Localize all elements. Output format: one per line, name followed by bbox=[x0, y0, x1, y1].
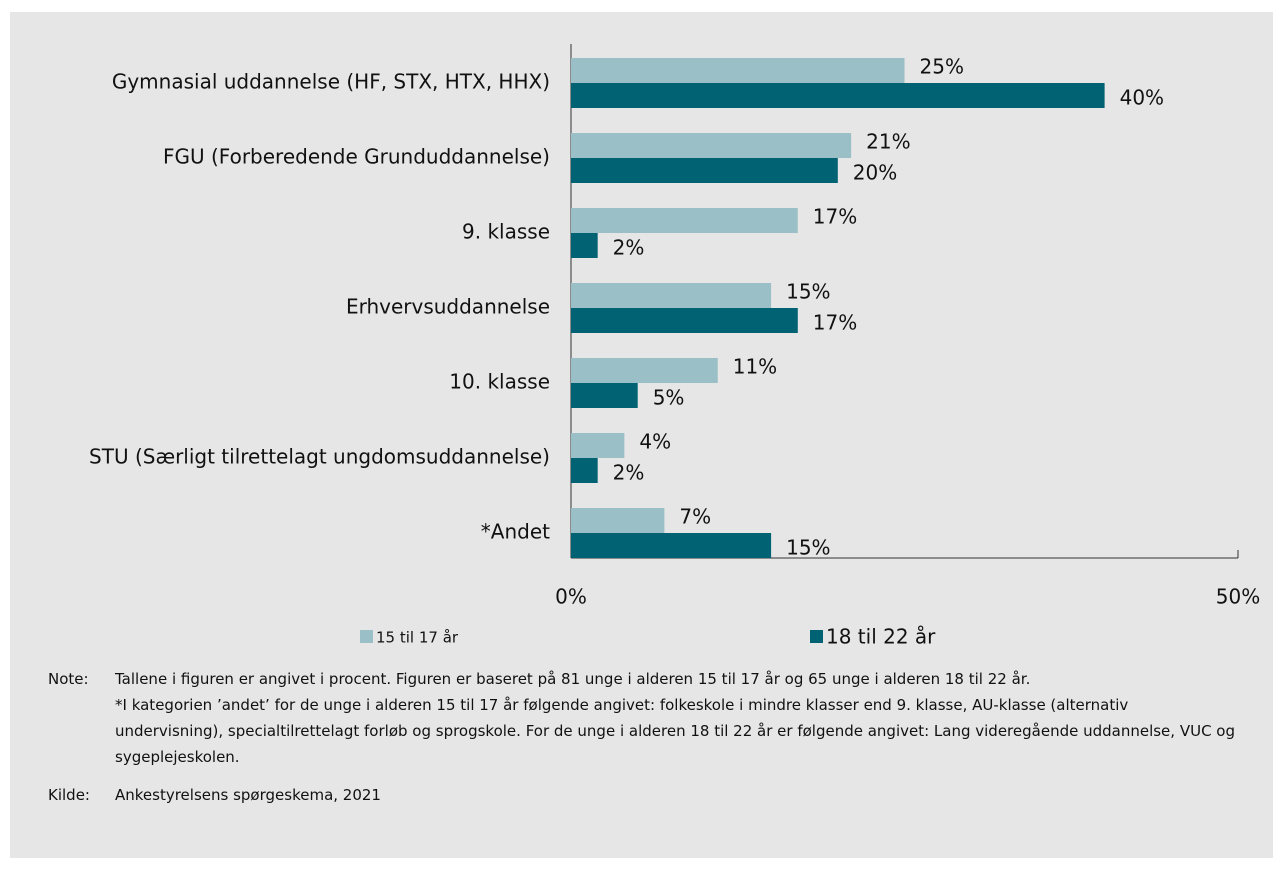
x-tick-label: 50% bbox=[1216, 585, 1260, 609]
bar bbox=[571, 433, 625, 458]
bar bbox=[571, 308, 798, 333]
notes: Note: Tallene i figuren er angivet i pro… bbox=[48, 666, 1238, 808]
value-label: 2% bbox=[613, 236, 645, 260]
y-tick-label: FGU (Forberedende Grunduddannelse) bbox=[163, 145, 550, 169]
value-label: 11% bbox=[733, 355, 777, 379]
y-tick-label: STU (Særligt tilrettelagt ungdomsuddanne… bbox=[89, 445, 550, 469]
value-label: 2% bbox=[613, 461, 645, 485]
legend-swatch bbox=[360, 630, 373, 643]
bar bbox=[571, 233, 598, 258]
y-tick-label: Erhvervsuddannelse bbox=[346, 295, 550, 319]
bar bbox=[571, 208, 798, 233]
bar bbox=[571, 58, 905, 83]
bar bbox=[571, 158, 838, 183]
y-tick-label: 10. klasse bbox=[449, 370, 550, 394]
source-label: Kilde: bbox=[48, 786, 90, 804]
value-label: 17% bbox=[813, 205, 857, 229]
value-label: 17% bbox=[813, 311, 857, 335]
value-label: 5% bbox=[653, 386, 685, 410]
value-label: 15% bbox=[786, 280, 830, 304]
note-label: Note: bbox=[48, 670, 89, 688]
source-row: Kilde: Ankestyrelsens spørgeskema, 2021 bbox=[48, 782, 1238, 808]
bar bbox=[571, 458, 598, 483]
y-tick-label: Gymnasial uddannelse (HF, STX, HTX, HHX) bbox=[112, 70, 550, 94]
bar bbox=[571, 283, 772, 308]
note-text: *I kategorien ’andet’ for de unge i alde… bbox=[115, 696, 1236, 766]
value-label: 21% bbox=[866, 130, 910, 154]
legend-label: 15 til 17 år bbox=[376, 629, 459, 647]
note-text: Tallene i figuren er angivet i procent. … bbox=[115, 670, 1031, 688]
note-body: Tallene i figuren er angivet i procent. … bbox=[115, 666, 1238, 770]
y-tick-label: 9. klasse bbox=[462, 220, 550, 244]
y-tick-label: *Andet bbox=[481, 520, 550, 544]
x-tick-label: 0% bbox=[555, 585, 587, 609]
value-label: 7% bbox=[679, 505, 711, 529]
note-row: Note: Tallene i figuren er angivet i pro… bbox=[48, 666, 1238, 770]
bar bbox=[571, 383, 638, 408]
bar bbox=[571, 358, 718, 383]
bar bbox=[571, 508, 665, 533]
value-label: 4% bbox=[639, 430, 671, 454]
bar bbox=[571, 133, 852, 158]
source-text: Ankestyrelsens spørgeskema, 2021 bbox=[115, 786, 381, 804]
value-label: 40% bbox=[1120, 86, 1164, 110]
legend-swatch bbox=[810, 630, 823, 643]
bar bbox=[571, 83, 1105, 108]
value-label: 20% bbox=[853, 161, 897, 185]
value-label: 15% bbox=[786, 536, 830, 560]
bar bbox=[571, 533, 772, 558]
value-label: 25% bbox=[920, 55, 964, 79]
legend-label: 18 til 22 år bbox=[826, 625, 936, 649]
